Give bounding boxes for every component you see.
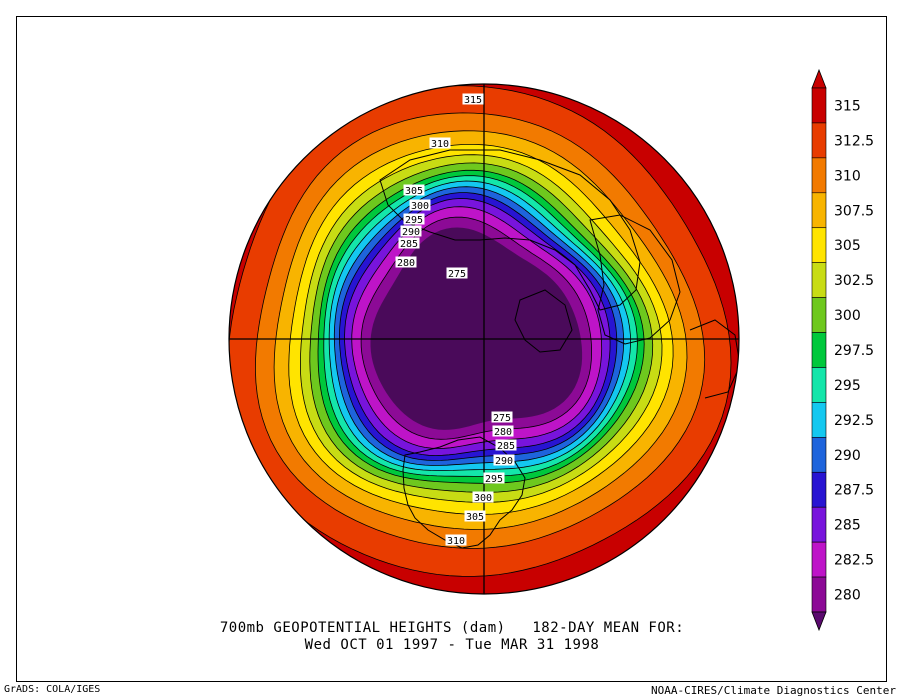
- contour-line-297.5: [317, 169, 645, 484]
- contour-line-300: [309, 162, 654, 493]
- contour-line-312.5: [229, 85, 732, 577]
- contour-line-280: [360, 216, 592, 440]
- legend-label-305: 305: [834, 238, 861, 254]
- legend-swatch-297.5: [811, 332, 827, 368]
- contour-label-295: 295: [405, 215, 423, 226]
- contour-label-box: [446, 267, 468, 279]
- legend-label-310: 310: [834, 168, 861, 184]
- contour-label-310: 310: [447, 536, 465, 547]
- contour-label-box: [403, 213, 425, 225]
- contour-line-295: [323, 175, 638, 477]
- continent-outlines: [379, 149, 739, 549]
- legend-label-285: 285: [834, 518, 861, 534]
- contour-label-box: [492, 425, 514, 437]
- contour-line-305: [288, 144, 674, 515]
- legend-swatch-285: [811, 506, 827, 543]
- legend-swatch-315: [811, 87, 827, 124]
- contour-line-282.5: [351, 206, 603, 449]
- contour-line-310: [254, 112, 706, 549]
- legend-label-290: 290: [834, 448, 861, 464]
- contour-label-300: 300: [411, 201, 429, 212]
- greenland-coastline: [514, 289, 573, 353]
- contour-label-box: [409, 199, 431, 211]
- contour-label-box: [445, 534, 467, 546]
- chart-title-line-2: Wed OCT 01 1997 - Tue MAR 31 1998: [304, 637, 600, 653]
- legend-label-282.5: 282.5: [834, 553, 874, 569]
- legend-label-297.5: 297.5: [834, 343, 874, 359]
- contour-label-box: [395, 256, 417, 268]
- contour-label-box: [491, 411, 513, 423]
- contour-label-275: 275: [448, 269, 466, 280]
- legend-swatch-295: [811, 367, 827, 403]
- legend-label-280: 280: [834, 588, 861, 604]
- contour-label-box: [462, 93, 484, 105]
- contour-line-287.5: [338, 192, 618, 461]
- legend-swatch-312.5: [811, 122, 827, 159]
- legend-swatch-292.5: [811, 402, 827, 438]
- contour-label-box: [493, 454, 515, 466]
- legend-label-292.5: 292.5: [834, 413, 874, 429]
- legend-label-287.5: 287.5: [834, 483, 874, 499]
- contour-labels: 3153103053002952902852802752752802852902…: [395, 93, 517, 547]
- contour-label-285: 285: [497, 441, 515, 452]
- contour-line-290: [333, 186, 625, 466]
- legend-swatch-307.5: [811, 192, 827, 229]
- contour-label-box: [403, 184, 425, 196]
- footer-credit-noaa: NOAA-CIRES/Climate Diagnostics Center: [650, 684, 896, 697]
- legend-label-315: 315: [834, 98, 861, 114]
- contour-label-300: 300: [474, 493, 492, 504]
- contour-label-295: 295: [485, 474, 503, 485]
- contour-label-box: [400, 225, 422, 237]
- contour-label-box: [429, 137, 451, 149]
- legend-label-300: 300: [834, 308, 861, 324]
- contour-label-290: 290: [495, 456, 513, 467]
- contour-band-below-280: [370, 227, 583, 430]
- chart-title-line-1: 700mb GEOPOTENTIAL HEIGHTS (dam) 182-DAY…: [219, 620, 685, 636]
- legend-bottom-arrow: [811, 611, 827, 632]
- contour-label-315: 315: [464, 95, 482, 106]
- graticule: [229, 84, 739, 594]
- contour-line-285: [344, 198, 611, 456]
- contour-label-305: 305: [466, 512, 484, 523]
- contour-label-box: [472, 491, 494, 503]
- north-america-coastline: [402, 436, 526, 549]
- legend-top-arrow: [811, 68, 827, 89]
- contour-label-280: 280: [397, 258, 415, 269]
- contour-lines: [229, 85, 732, 577]
- legend-swatch-280: [811, 576, 827, 613]
- contour-label-290: 290: [402, 227, 420, 238]
- plot-frame: [16, 16, 887, 682]
- legend-label-295: 295: [834, 378, 861, 394]
- africa-edge: [689, 319, 739, 399]
- europe-coastline: [589, 214, 681, 345]
- contour-label-310: 310: [431, 139, 449, 150]
- eurasia-coastline: [379, 149, 641, 311]
- legend-swatch-305: [811, 227, 827, 263]
- legend-swatch-310: [811, 157, 827, 194]
- legend-swatch-300: [811, 297, 827, 333]
- footer-credit-grads: GrADS: COLA/IGES: [4, 684, 101, 695]
- map-boundary: [228, 83, 740, 595]
- legend-swatch-302.5: [811, 262, 827, 298]
- contour-label-box: [464, 510, 486, 522]
- contour-label-280: 280: [494, 427, 512, 438]
- contour-line-307.5: [273, 130, 688, 530]
- legend-swatch-290: [811, 437, 827, 473]
- contour-line-292.5: [328, 180, 632, 472]
- legend-swatch-282.5: [811, 541, 827, 578]
- contour-label-305: 305: [405, 186, 423, 197]
- contour-line-302.5: [299, 154, 663, 503]
- contour-label-275: 275: [493, 413, 511, 424]
- contour-label-box: [483, 472, 505, 484]
- legend-label-302.5: 302.5: [834, 273, 874, 289]
- contour-label-box: [398, 237, 420, 249]
- contour-label-285: 285: [400, 239, 418, 250]
- legend-label-312.5: 312.5: [834, 133, 874, 149]
- legend-swatch-287.5: [811, 471, 827, 508]
- legend-label-307.5: 307.5: [834, 203, 874, 219]
- contour-label-box: [495, 439, 517, 451]
